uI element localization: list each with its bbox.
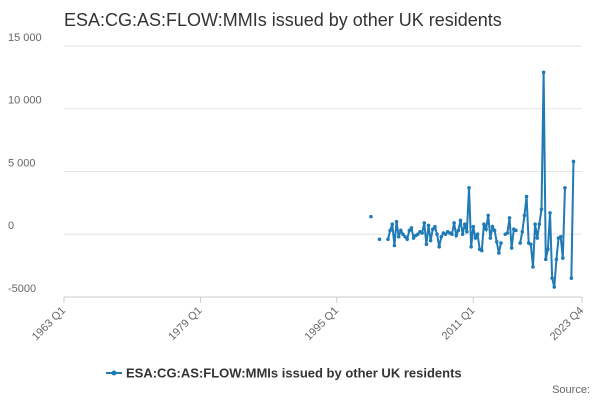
point <box>520 229 525 234</box>
point <box>407 228 412 233</box>
point <box>518 241 522 245</box>
point <box>505 231 510 235</box>
point <box>394 219 399 224</box>
point <box>409 226 414 230</box>
point <box>403 234 407 239</box>
y-tick-label: 15 000 <box>8 32 42 44</box>
point <box>507 216 512 220</box>
point <box>482 222 486 227</box>
point <box>369 214 373 219</box>
point <box>494 239 499 244</box>
point <box>420 231 424 235</box>
point <box>399 228 403 233</box>
point <box>546 247 550 252</box>
point <box>469 245 473 249</box>
point <box>533 222 537 227</box>
point <box>377 237 382 242</box>
point <box>475 232 480 237</box>
point <box>541 70 546 75</box>
point <box>537 222 542 227</box>
point <box>531 265 535 269</box>
point <box>416 232 420 237</box>
point <box>454 233 459 238</box>
y-tick-label: 0 <box>8 220 14 232</box>
point <box>458 218 463 223</box>
point <box>497 251 501 255</box>
point <box>561 256 565 260</box>
chart-title: ESA:CG:AS:FLOW:MMIs issued by other UK r… <box>64 10 502 30</box>
point <box>450 232 454 237</box>
point <box>480 248 484 253</box>
point <box>524 194 529 199</box>
x-tick-label: 1979 Q1 <box>166 305 204 343</box>
point <box>437 245 441 249</box>
point <box>452 221 456 225</box>
point <box>435 232 439 237</box>
point <box>509 246 514 250</box>
point <box>392 243 397 248</box>
y-tick-label: -5000 <box>8 283 36 295</box>
point <box>460 232 465 237</box>
series-line <box>519 72 566 288</box>
point <box>471 224 476 229</box>
point <box>462 222 467 227</box>
legend-label: ESA:CG:AS:FLOW:MMIs issued by other UK r… <box>126 365 462 380</box>
point <box>433 224 437 229</box>
series-line <box>570 161 575 279</box>
point <box>456 228 461 233</box>
point <box>490 224 495 229</box>
point <box>539 207 544 211</box>
x-tick-label: 2023 Q4 <box>548 305 586 343</box>
point <box>499 241 503 245</box>
point <box>405 237 410 242</box>
point <box>514 228 518 233</box>
legend-dot <box>111 370 117 376</box>
point <box>396 234 401 239</box>
point <box>428 238 433 243</box>
point <box>484 227 488 232</box>
point <box>443 232 448 237</box>
point <box>386 237 390 242</box>
source: Source: <box>552 384 590 396</box>
y-tick-label: 5 000 <box>8 157 36 169</box>
point <box>390 222 395 227</box>
point <box>486 213 491 218</box>
series-line <box>387 187 502 254</box>
point <box>388 228 392 233</box>
point <box>569 276 574 280</box>
point <box>522 213 527 218</box>
point <box>439 234 444 239</box>
point <box>401 232 405 237</box>
point <box>535 236 540 240</box>
point <box>411 236 416 240</box>
y-tick-label: 10 000 <box>8 95 42 107</box>
point <box>473 236 478 240</box>
point <box>552 285 557 289</box>
point <box>571 159 576 164</box>
point <box>554 257 559 262</box>
point <box>426 223 431 228</box>
point <box>543 257 548 262</box>
point <box>548 211 552 215</box>
point <box>422 221 427 225</box>
x-tick-label: 1963 Q1 <box>30 305 68 343</box>
point <box>558 234 563 239</box>
point <box>467 186 471 190</box>
point <box>492 228 497 233</box>
point <box>424 242 429 247</box>
point <box>465 229 469 234</box>
x-tick-label: 2011 Q1 <box>440 305 478 343</box>
point <box>430 227 435 232</box>
point <box>563 186 567 190</box>
x-tick-label: 1995 Q1 <box>303 305 341 343</box>
point <box>488 236 493 240</box>
point <box>550 276 554 280</box>
point <box>529 242 533 247</box>
